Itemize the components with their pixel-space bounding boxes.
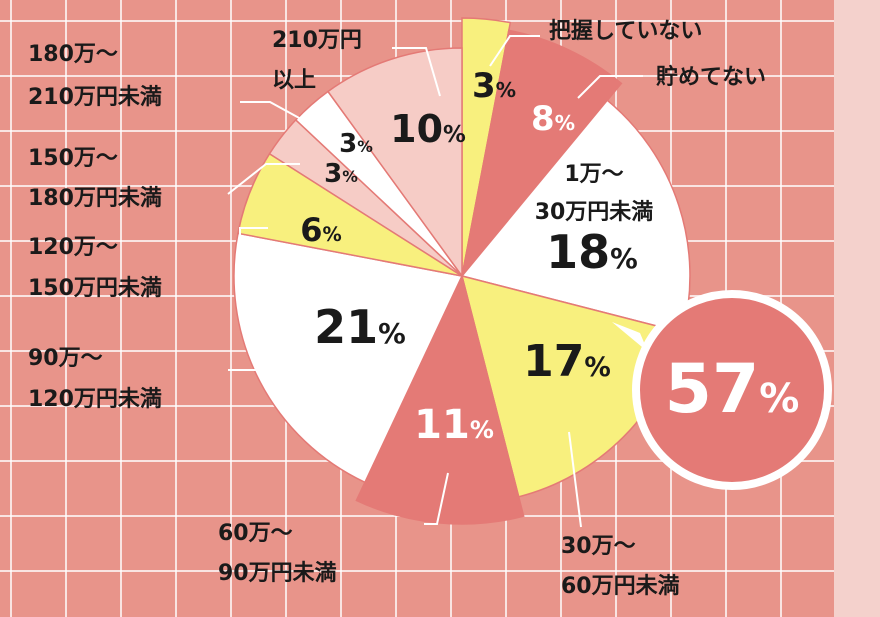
highlight-pointer xyxy=(612,322,648,352)
pie-slice-4 xyxy=(355,273,525,525)
leader-line-8 xyxy=(240,101,344,143)
slice-label-3-line-0: 30万〜 xyxy=(561,534,636,559)
slice-percent-3: 17% xyxy=(523,336,611,387)
slice-label-4-line-0: 60万〜 xyxy=(218,521,293,546)
slice-label-6-line-0: 120万〜 xyxy=(28,235,118,260)
slice-label-2-line-1: 30万円未満 xyxy=(535,199,654,225)
slice-label-5-line-0: 90万〜 xyxy=(28,346,103,371)
leader-line-6 xyxy=(239,227,268,258)
pie-slice-1 xyxy=(461,29,623,277)
highlight-circle xyxy=(632,290,832,490)
slice-label-4-line-1: 90万円未満 xyxy=(218,560,337,586)
slice-label-8-line-1: 210万円未満 xyxy=(28,84,162,110)
leader-line-9 xyxy=(392,47,441,97)
slice-label-1-line-0: 貯めてない xyxy=(656,64,766,90)
pie-slice-9 xyxy=(326,47,463,279)
leader-line-0 xyxy=(489,35,540,67)
pie-slice-5 xyxy=(233,232,464,484)
slice-label-0-line-0: 把握していない xyxy=(549,18,702,44)
leader-line-4 xyxy=(424,472,449,525)
slice-label-7-line-1: 180万円未満 xyxy=(28,185,162,211)
leader-line-7 xyxy=(227,163,300,195)
slice-label-6-line-1: 150万円未満 xyxy=(28,275,162,301)
slice-label-2-line-0: 1万〜 xyxy=(564,162,623,187)
leader-line-1 xyxy=(577,75,643,99)
slice-label-9-line-0: 210万円 xyxy=(272,28,362,53)
slice-label-8-line-0: 180万〜 xyxy=(28,42,118,67)
leader-line-3 xyxy=(568,431,582,528)
slice-label-3-line-1: 60万円未満 xyxy=(561,573,680,599)
slice-percent-4: 11% xyxy=(414,402,494,448)
slice-label-7-line-0: 150万〜 xyxy=(28,146,118,171)
background-band xyxy=(834,0,880,617)
leader-line-5 xyxy=(228,343,298,371)
slice-label-9-line-1: 以上 xyxy=(272,68,316,93)
slice-label-5-line-1: 120万円未満 xyxy=(28,386,162,412)
slice-percent-5: 21% xyxy=(314,300,406,354)
